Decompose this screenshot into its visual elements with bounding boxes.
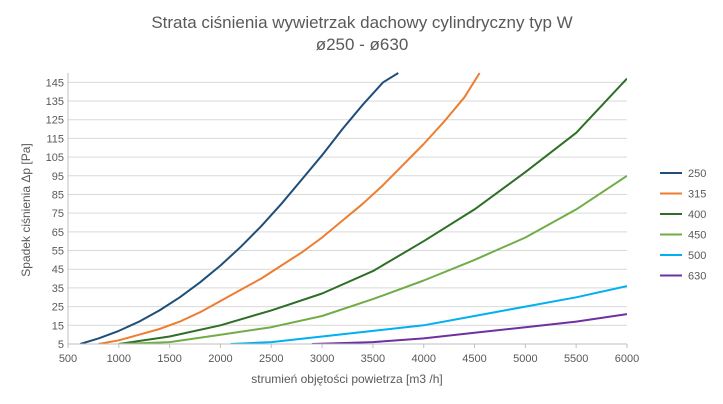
x-tick-label: 1000 — [107, 353, 131, 365]
legend-label-630: 630 — [688, 271, 706, 283]
y-tick-label: 35 — [52, 283, 64, 295]
x-tick-label: 500 — [59, 353, 77, 365]
legend-label-500: 500 — [688, 250, 706, 262]
x-tick-label: 3000 — [310, 353, 334, 365]
y-tick-label: 75 — [52, 208, 64, 220]
x-tick-label: 3500 — [361, 353, 385, 365]
y-tick-label: 65 — [52, 227, 64, 239]
legend: 250 315 400 450 500 630 — [660, 168, 706, 283]
series-line-400 — [118, 77, 627, 344]
gridlines — [68, 81, 627, 326]
series-line-250 — [79, 72, 399, 344]
x-axis-label: strumień objętości powietrza [m3 /h] — [251, 372, 442, 386]
x-tick-label: 4000 — [411, 353, 435, 365]
x-tick-label: 6000 — [615, 353, 639, 365]
y-tick-label: 115 — [46, 133, 64, 145]
y-tick-label: 5 — [58, 339, 64, 351]
x-tick-label: 2000 — [208, 353, 232, 365]
chart-subtitle: ø250 - ø630 — [316, 35, 409, 54]
y-tick-label: 45 — [52, 264, 64, 276]
y-tick-label: 135 — [46, 96, 64, 108]
y-tick-label: 145 — [46, 77, 64, 89]
series-line-450 — [118, 174, 627, 344]
y-tick-label: 55 — [52, 246, 64, 258]
y-tick-label: 105 — [46, 152, 64, 164]
axes: 5 15 25 35 45 55 65 75 85 95 105 115 125 135 145 500 100… — [46, 73, 639, 365]
plot-area — [79, 72, 627, 344]
y-tick-label: 25 — [52, 302, 64, 314]
legend-label-450: 450 — [688, 230, 706, 242]
legend-label-250: 250 — [688, 168, 706, 180]
series-line-500 — [230, 285, 627, 344]
y-axis-label: Spadek ciśnienia Δp [Pa] — [19, 143, 33, 276]
y-tick-label: 125 — [46, 115, 64, 127]
x-tick-label: 5500 — [564, 353, 588, 365]
y-tick-label: 95 — [52, 171, 64, 183]
chart-title: Strata ciśnienia wywietrzak dachowy cyli… — [151, 13, 572, 32]
x-tick-label: 4500 — [462, 353, 486, 365]
y-tick-label: 85 — [52, 189, 64, 201]
legend-label-400: 400 — [688, 209, 706, 221]
x-tick-label: 2500 — [259, 353, 283, 365]
legend-label-315: 315 — [688, 189, 706, 201]
x-tick-label: 1500 — [157, 353, 181, 365]
x-tick-label: 5000 — [513, 353, 537, 365]
y-tick-label: 15 — [52, 320, 64, 332]
series-line-315 — [98, 72, 481, 344]
series-line-630 — [311, 313, 627, 344]
